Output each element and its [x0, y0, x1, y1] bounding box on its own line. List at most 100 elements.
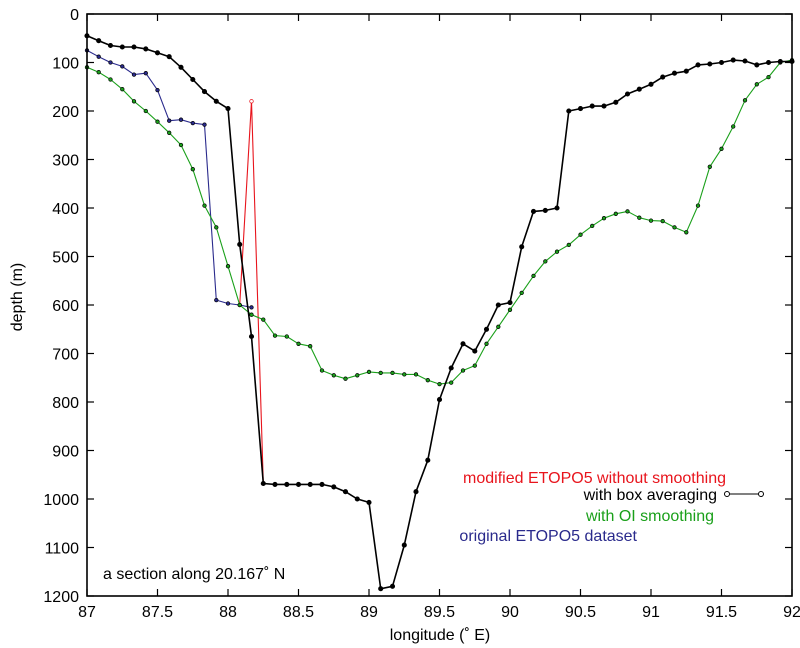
data-point — [590, 223, 595, 229]
x-tick-label: 88 — [219, 604, 237, 621]
series-1 — [84, 48, 254, 310]
data-point — [284, 481, 290, 487]
data-point — [531, 273, 536, 279]
data-point — [472, 363, 477, 368]
data-point — [190, 120, 195, 126]
data-point — [672, 225, 677, 230]
data-point — [484, 341, 489, 346]
section-annotation: a section along 20.167˚ N — [103, 566, 285, 583]
data-point — [108, 77, 113, 82]
data-point — [402, 372, 407, 377]
series-2 — [84, 57, 795, 387]
data-point — [378, 370, 383, 376]
data-point — [261, 317, 266, 322]
data-point — [366, 499, 372, 505]
data-point — [660, 74, 666, 80]
data-point — [143, 108, 148, 114]
data-point — [154, 50, 161, 56]
data-point — [272, 333, 278, 338]
data-point — [96, 70, 101, 75]
data-point — [96, 54, 101, 59]
data-point — [496, 324, 501, 329]
y-tick-label: 1100 — [45, 541, 80, 558]
series-layer — [84, 33, 795, 592]
data-point — [201, 89, 208, 95]
data-point — [319, 368, 325, 373]
legend-entry-oi-smoothing: with OI smoothing — [585, 508, 714, 525]
data-point — [401, 542, 407, 548]
y-axis-label: depth (m) — [9, 263, 26, 331]
data-point — [331, 373, 336, 378]
data-point — [483, 326, 490, 332]
data-point — [413, 372, 419, 377]
data-point — [577, 106, 584, 112]
x-tick-label: 91 — [642, 604, 660, 621]
data-point — [225, 106, 231, 112]
data-point — [777, 58, 783, 65]
data-point — [214, 297, 219, 303]
data-point — [765, 59, 772, 66]
y-tick-label: 300 — [52, 153, 79, 170]
data-point — [660, 218, 665, 224]
data-point — [131, 72, 137, 77]
data-point — [225, 301, 231, 306]
data-point — [566, 242, 571, 248]
data-point — [460, 368, 466, 373]
data-point — [472, 348, 478, 354]
data-point — [684, 230, 689, 235]
data-point — [613, 99, 619, 105]
data-point — [425, 457, 431, 463]
data-point — [143, 46, 149, 52]
data-point — [96, 38, 102, 44]
legend-line-sample — [724, 491, 764, 497]
data-point — [143, 71, 148, 76]
x-tick-label: 87 — [78, 604, 96, 621]
data-point — [648, 218, 654, 223]
data-point — [719, 146, 724, 151]
y-tick-label: 1000 — [43, 492, 79, 509]
data-point — [237, 302, 242, 308]
y-tick-label: 0 — [70, 7, 79, 24]
data-point — [131, 44, 137, 50]
data-point — [260, 480, 266, 487]
series-3 — [84, 33, 795, 592]
x-tick-label: 90 — [501, 604, 519, 621]
data-point — [155, 87, 160, 93]
y-tick-label: 600 — [52, 298, 79, 315]
data-point — [190, 76, 196, 83]
data-point — [707, 61, 713, 67]
data-point — [249, 99, 254, 104]
data-point — [718, 59, 725, 66]
data-point — [601, 103, 607, 109]
data-point — [601, 216, 607, 221]
data-point — [378, 586, 384, 592]
data-point — [342, 489, 349, 495]
data-point — [119, 44, 125, 50]
data-point — [730, 57, 736, 63]
data-point — [120, 87, 125, 92]
data-point — [448, 365, 454, 371]
x-tick-label: 90.5 — [565, 604, 596, 621]
data-point — [202, 122, 207, 127]
data-point — [107, 42, 114, 49]
data-point — [131, 99, 137, 104]
data-point — [166, 54, 172, 60]
y-tick-label: 800 — [52, 395, 79, 412]
data-point — [178, 142, 184, 148]
x-tick-label: 91.5 — [706, 604, 737, 621]
data-point — [167, 118, 172, 123]
data-point — [542, 207, 548, 213]
data-point — [331, 484, 337, 490]
series-0 — [237, 99, 266, 486]
x-tick-label: 88.5 — [283, 604, 314, 621]
data-point — [566, 108, 572, 114]
data-point — [307, 481, 313, 487]
data-point — [319, 481, 325, 487]
data-point — [519, 290, 524, 296]
data-point — [766, 74, 771, 80]
data-point — [437, 381, 442, 387]
data-point — [754, 82, 759, 87]
data-point — [589, 103, 595, 109]
y-tick-label: 400 — [52, 201, 79, 218]
